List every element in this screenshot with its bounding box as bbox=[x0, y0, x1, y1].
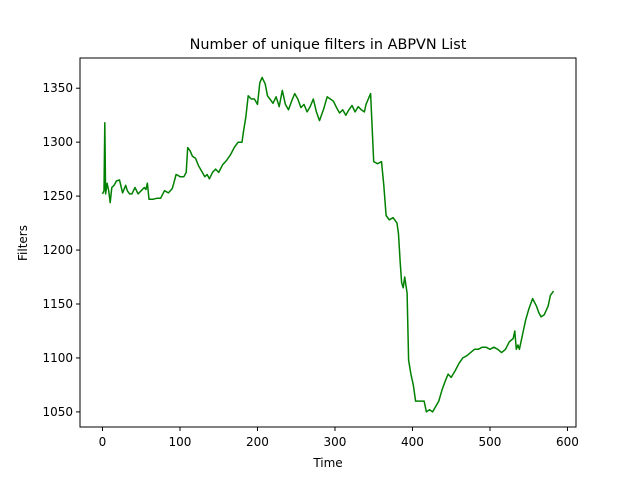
y-tick-label: 1250 bbox=[42, 189, 73, 203]
y-axis: 1050 1100 1150 1200 1250 1300 1350 bbox=[42, 81, 80, 419]
x-tick-label: 200 bbox=[246, 435, 269, 449]
y-axis-label: Filters bbox=[16, 225, 30, 261]
y-tick-label: 1050 bbox=[42, 405, 73, 419]
y-tick-label: 1150 bbox=[42, 297, 73, 311]
y-tick-label: 1350 bbox=[42, 81, 73, 95]
chart-title: Number of unique filters in ABPVN List bbox=[190, 37, 467, 53]
x-axis: 0 100 200 300 400 500 600 bbox=[99, 427, 579, 449]
plot-area bbox=[101, 76, 555, 413]
x-tick-label: 300 bbox=[324, 435, 347, 449]
x-tick-label: 0 bbox=[99, 435, 107, 449]
x-tick-label: 600 bbox=[556, 435, 579, 449]
plot-frame bbox=[79, 57, 577, 428]
y-tick-label: 1200 bbox=[42, 243, 73, 257]
x-tick-label: 100 bbox=[169, 435, 192, 449]
series-line-0 bbox=[101, 76, 555, 413]
y-tick-label: 1100 bbox=[42, 351, 73, 365]
y-tick-label: 1300 bbox=[42, 135, 73, 149]
x-axis-label: Time bbox=[312, 456, 342, 470]
x-tick-label: 500 bbox=[479, 435, 502, 449]
x-tick-label: 400 bbox=[401, 435, 424, 449]
